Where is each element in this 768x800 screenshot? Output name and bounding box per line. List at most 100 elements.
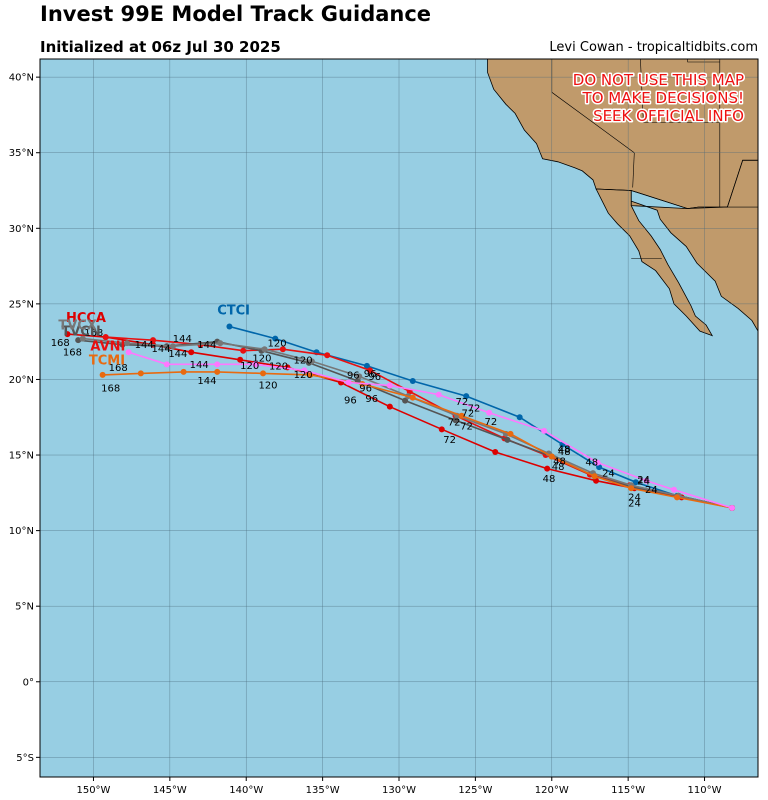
border-line	[596, 188, 758, 209]
hour-label: 24	[628, 492, 641, 503]
hour-label: 168	[101, 384, 120, 395]
track-point	[486, 409, 493, 416]
track-point	[628, 485, 635, 492]
hour-label: 24	[628, 498, 641, 509]
hour-label: 120	[268, 339, 287, 350]
hour-label: 48	[558, 445, 571, 456]
hour-label: 48	[558, 447, 571, 458]
hour-label: 96	[347, 370, 360, 381]
track-point	[452, 417, 459, 424]
model-name-label: CTCI	[217, 303, 250, 318]
track-point	[409, 394, 416, 401]
warning-text: TO MAKE DECISIONS!	[582, 89, 744, 107]
warning-halo: SEEK OFFICIAL INFO	[593, 107, 744, 125]
track-point	[363, 362, 370, 369]
track-point	[214, 368, 221, 375]
track-point	[356, 373, 363, 380]
hour-label: 72	[443, 435, 456, 446]
track-point	[102, 334, 109, 341]
track-point	[345, 379, 352, 386]
track-point	[150, 337, 157, 344]
warning-text: DO NOT USE THIS MAP	[573, 71, 744, 89]
warning-text: SEEK OFFICIAL INFO	[593, 107, 744, 125]
track-point	[670, 486, 677, 493]
track-point	[458, 412, 465, 419]
axis-ticks: 150°W 145°W 140°W 135°W 130°W 125°W 120°W 115°W…	[9, 73, 722, 796]
model-name-label: HCCA	[66, 311, 106, 326]
track-point	[217, 340, 224, 347]
track-point	[324, 352, 331, 359]
track-point	[507, 430, 514, 437]
track-point	[386, 382, 393, 389]
y-tick-label: 5°S	[16, 753, 34, 764]
y-tick-label: 15°N	[9, 451, 34, 462]
track-point	[548, 453, 555, 460]
x-tick-label: 145°W	[153, 785, 187, 796]
hour-label: 48	[543, 474, 556, 485]
track-point	[99, 371, 106, 378]
hour-label: 144	[197, 340, 216, 351]
hour-label: 120	[258, 381, 277, 392]
hour-label: 96	[365, 394, 378, 405]
y-tick-label: 10°N	[9, 526, 34, 537]
track-point	[596, 464, 603, 471]
hour-label: 144	[168, 349, 187, 360]
track-point	[75, 337, 82, 344]
track-point	[435, 391, 442, 398]
model-name-label: TCMI	[89, 353, 125, 368]
hour-label: 72	[456, 397, 469, 408]
track-point	[632, 479, 639, 486]
forecast-hour-labels: CTCI 24 48 72 96 120 144 HCCA AVNI 24 48 72 96 120 144…	[51, 303, 658, 509]
x-tick-label: 130°W	[382, 785, 416, 796]
track-point	[180, 368, 187, 375]
track-point	[593, 477, 600, 484]
x-tick-label: 150°W	[76, 785, 110, 796]
hour-label: 144	[152, 344, 171, 355]
track-point	[124, 340, 131, 347]
x-tick-label: 125°W	[458, 785, 492, 796]
hour-label: 168	[84, 328, 103, 339]
track-point	[594, 459, 601, 466]
y-tick-label: 40°N	[9, 73, 34, 84]
track-point	[308, 358, 315, 365]
x-tick-label: 120°W	[535, 785, 569, 796]
border-line	[632, 152, 635, 188]
x-tick-label: 135°W	[306, 785, 340, 796]
hour-label: 168	[51, 338, 70, 349]
track-point	[163, 361, 170, 368]
track-point	[409, 377, 416, 384]
track-point	[261, 346, 268, 353]
hour-label: 24	[637, 475, 650, 486]
track-point	[492, 449, 499, 456]
hour-label: 168	[109, 363, 128, 374]
hour-label: 120	[252, 353, 271, 364]
hour-label: 72	[462, 408, 475, 419]
hour-label: 120	[293, 355, 312, 366]
track-point	[214, 361, 221, 368]
track-point	[260, 370, 267, 377]
hour-label: 96	[344, 396, 357, 407]
y-tick-label: 25°N	[9, 299, 34, 310]
warning-halo: DO NOT USE THIS MAP	[573, 71, 744, 89]
hour-label: 96	[364, 369, 377, 380]
hour-label: 96	[368, 372, 381, 383]
border-line	[640, 59, 644, 123]
hour-label: 72	[468, 404, 481, 415]
hour-label: 48	[558, 445, 571, 456]
hour-label: 144	[197, 376, 216, 387]
track-point	[279, 346, 286, 353]
track-point	[169, 343, 176, 350]
hour-label: 72	[485, 417, 498, 428]
y-tick-label: 0°	[23, 677, 34, 688]
track-point	[516, 414, 523, 421]
x-tick-label: 115°W	[611, 785, 645, 796]
track-point	[366, 367, 373, 374]
model-name-label: TVCN	[61, 325, 100, 340]
model-name-label: TVCX	[58, 319, 96, 334]
track-line	[128, 351, 733, 509]
track-unnamed	[125, 349, 736, 511]
y-tick-label: 30°N	[9, 224, 34, 235]
hour-label: 96	[359, 384, 372, 395]
track-point	[643, 477, 650, 484]
x-tick-label: 140°W	[229, 785, 263, 796]
